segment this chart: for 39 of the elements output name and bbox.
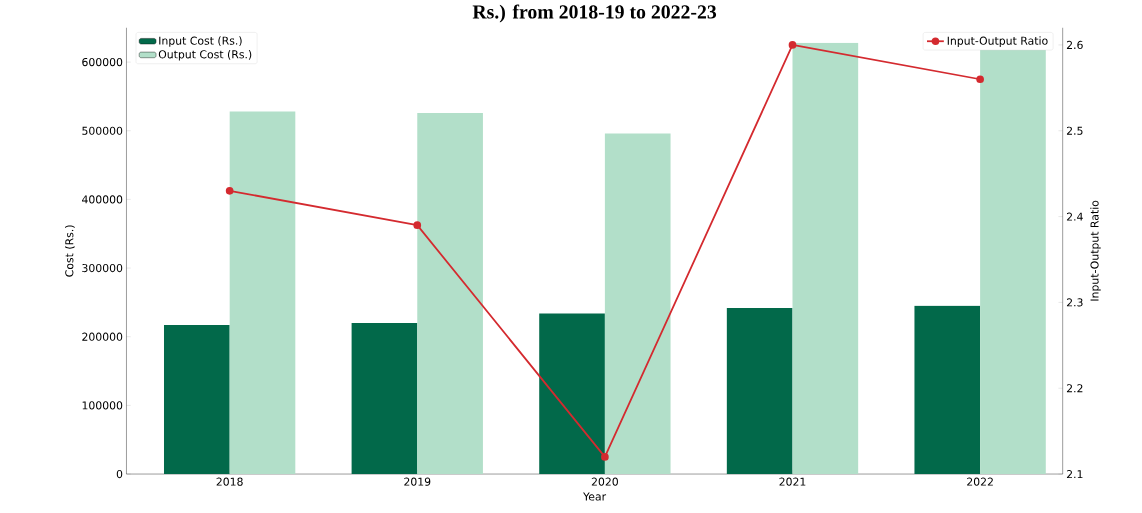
point (976, 75, 984, 84)
legend-label: Output Cost (Rs.) (158, 50, 252, 61)
bar (604, 133, 671, 475)
bar (539, 313, 605, 475)
bar (792, 43, 859, 475)
bar (914, 305, 981, 475)
y-tick-label: 200000 (82, 332, 123, 341)
y-tick-label: 400000 (82, 195, 123, 204)
point (225, 187, 234, 195)
point (413, 221, 422, 230)
bar (229, 111, 296, 475)
x-tick-label: 2018 (216, 477, 243, 486)
x-tick-label: 2020 (591, 477, 618, 486)
y2-tick-label: 2.3 (1066, 298, 1083, 307)
y2-tick-label: 2.6 (1066, 40, 1083, 50)
y-tick-label: 0 (116, 470, 123, 479)
x-tick-label: 2022 (967, 477, 993, 486)
y-axis-title: Cost (Rs.) (65, 225, 75, 277)
x-tick-label: 2021 (779, 477, 806, 486)
y-tick-label: 100000 (82, 401, 123, 410)
point (788, 41, 797, 49)
y2-tick-label: 2.4 (1066, 212, 1083, 221)
bar (417, 113, 483, 475)
y2-axis-title: Input-Output Ratio (1090, 200, 1101, 301)
legend-label: Input-Output Ratio (947, 36, 1048, 48)
y-tick-label: 600000 (82, 58, 123, 67)
y2-tick-label: 2.1 (1066, 470, 1083, 479)
bar (351, 323, 418, 475)
y2-tick-label: 2.5 (1066, 126, 1083, 135)
y-tick-label: 500000 (82, 126, 123, 135)
x-axis-title: Year (583, 492, 607, 501)
chart-title: Rs.) from 2018-19 to 2022-23 (472, 4, 717, 23)
x-tick-label: 2019 (404, 477, 431, 486)
y-tick-label: 300000 (82, 264, 123, 273)
point (601, 453, 609, 461)
legend-label: Input Cost (Rs.) (159, 36, 242, 48)
y2-tick-label: 2.2 (1066, 384, 1083, 393)
bar (163, 325, 230, 475)
bar (726, 308, 793, 475)
